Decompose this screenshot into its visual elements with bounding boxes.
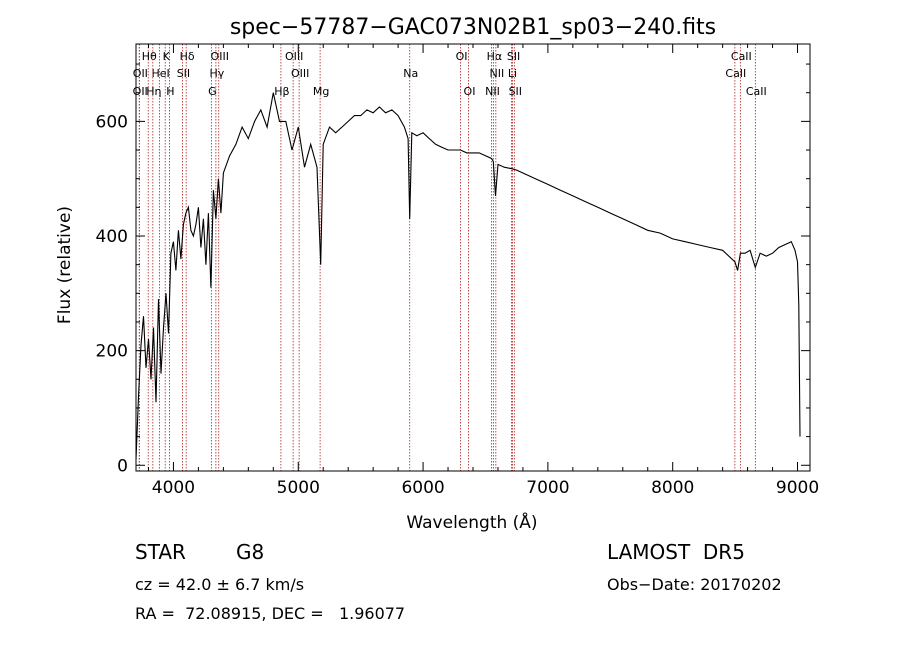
line-label-16: Li [508,67,517,80]
redshift-cz: cz = 42.0 ± 6.7 km/s [135,575,305,594]
x-axis-label: Wavelength (Å) [406,511,537,533]
line-label-11: SII [177,67,190,80]
line-label-8: CaII [731,50,752,63]
spectral-line-markers: Hθ K Hδ OIII OIII OI Hα SII CaII OII HeI SII Hγ OIII N… [133,44,767,471]
y-tick-label-3: 600 [96,112,128,132]
survey-name: LAMOST DR5 [607,540,745,564]
axis-ticks: 4000 5000 6000 7000 8000 9000 0 200 400 600 [96,44,819,498]
line-label-6: Hα [487,50,503,63]
line-label-5: OI [456,50,468,63]
x-tick-label-2: 6000 [401,478,444,498]
x-tick-label-4: 8000 [651,478,694,498]
line-label-4: OIII [285,50,303,63]
y-tick-label-0: 0 [117,456,128,476]
line-label-23: Mg [313,85,329,98]
line-label-2: Hδ [180,50,195,63]
ra-dec-coordinates: RA = 72.08915, DEC = 1.96077 [135,604,406,623]
line-label-26: SII [509,85,522,98]
line-label-20: H [166,85,174,98]
line-label-3: OIII [211,50,229,63]
spectrum-series-line [135,92,801,460]
x-tick-label-0: 4000 [152,478,195,498]
observation-date: Obs−Date: 20170202 [607,575,782,594]
line-label-14: Na [403,67,418,80]
x-tick-label-5: 9000 [776,478,819,498]
line-label-19: Hη [146,85,161,98]
object-class: STAR [135,540,186,564]
line-label-0: Hθ [142,50,157,63]
line-label-21: G [208,85,217,98]
line-label-1: K [163,50,171,63]
line-label-24: OI [464,85,476,98]
line-label-13: OIII [291,67,309,80]
line-label-25: NII [485,85,500,98]
y-tick-label-2: 400 [96,227,128,247]
chart-title: spec−57787−GAC073N02B1_sp03−240.fits [230,15,716,40]
y-tick-label-1: 200 [96,342,128,362]
plot-frame [135,43,811,472]
line-label-27: CaII [746,85,767,98]
line-label-7: SII [507,50,520,63]
line-label-12: Hγ [209,67,224,80]
line-label-10: HeI [151,67,169,80]
line-label-17: CaII [725,67,746,80]
y-axis-label: Flux (relative) [55,206,75,324]
line-label-15: NII [489,67,504,80]
x-tick-label-1: 5000 [277,478,320,498]
line-label-22: Hβ [274,85,289,98]
line-label-9: OII [133,67,148,80]
object-subclass: G8 [236,540,265,564]
x-tick-label-3: 7000 [526,478,569,498]
